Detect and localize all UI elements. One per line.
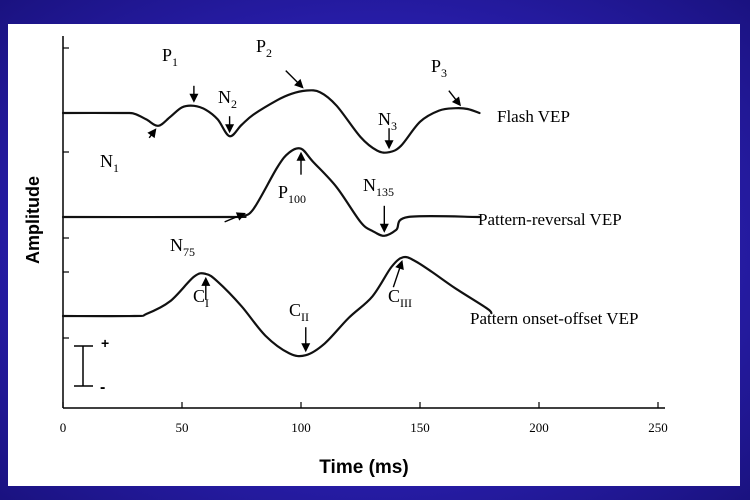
axis-ticks: 0 50 100 150 200 250 bbox=[60, 47, 668, 435]
annotation-arrow-head bbox=[296, 151, 306, 161]
annotation-label: CI bbox=[193, 286, 209, 310]
annotation-arrow-head bbox=[189, 93, 199, 103]
annotation-arrow-shaft bbox=[392, 265, 402, 288]
annotation-arrow-head bbox=[379, 223, 389, 233]
annotation-label: P1 bbox=[162, 45, 178, 69]
x-tick-label-2: 100 bbox=[291, 420, 311, 435]
peak-annotation-1: P1 bbox=[162, 45, 199, 103]
peak-annotation-11: CIII bbox=[388, 260, 412, 310]
annotation-label: P3 bbox=[431, 56, 447, 80]
peak-annotation-10: CII bbox=[289, 300, 311, 353]
trace-2 bbox=[61, 255, 493, 358]
x-tick-label-4: 200 bbox=[529, 420, 549, 435]
annotation-arrow-head bbox=[225, 124, 235, 134]
peak-annotation-0: N1 bbox=[100, 128, 157, 175]
annotation-arrow-head bbox=[235, 212, 246, 221]
chart-axes bbox=[62, 36, 665, 409]
chart-panel bbox=[8, 24, 740, 486]
peak-annotation-4: N3 bbox=[378, 109, 397, 150]
x-tick-label-1: 50 bbox=[176, 420, 189, 435]
annotation-label: N3 bbox=[378, 109, 397, 133]
annotation-label: P2 bbox=[256, 36, 272, 60]
annotation-label: CII bbox=[289, 300, 309, 324]
peak-annotation-5: P3 bbox=[431, 56, 461, 107]
polarity-minus: - bbox=[100, 379, 105, 396]
annotation-arrow-head bbox=[147, 128, 157, 139]
annotation-label: P100 bbox=[278, 182, 306, 206]
annotation-label: N75 bbox=[170, 235, 195, 259]
annotation-label: N1 bbox=[100, 151, 119, 175]
x-tick-label-0: 0 bbox=[60, 420, 67, 435]
peak-annotation-8: N135 bbox=[363, 175, 394, 233]
x-tick-label-5: 250 bbox=[648, 420, 668, 435]
polarity-scale-bar: + - bbox=[74, 335, 109, 396]
annotation-arrow-head bbox=[451, 96, 461, 107]
series-label-2: Pattern onset-offset VEP bbox=[470, 309, 638, 328]
peak-annotations: N1 P1 N2 P2 N3 P3 N75 P100 N135 CI CII CIII bbox=[100, 36, 461, 353]
y-axis-label: Amplitude bbox=[23, 176, 43, 264]
x-tick-label-3: 150 bbox=[410, 420, 430, 435]
series-label-1: Pattern-reversal VEP bbox=[478, 210, 622, 229]
annotation-label: N2 bbox=[218, 87, 237, 111]
annotation-label: N135 bbox=[363, 175, 394, 199]
x-axis-label: Time (ms) bbox=[319, 457, 408, 478]
annotation-label: CIII bbox=[388, 286, 412, 310]
polarity-plus: + bbox=[101, 335, 109, 351]
peak-annotation-3: P2 bbox=[256, 36, 304, 89]
peak-annotation-9: CI bbox=[193, 276, 211, 310]
annotation-arrow-head bbox=[201, 276, 211, 286]
peak-annotation-6: N75 bbox=[170, 212, 246, 259]
series-label-0: Flash VEP bbox=[497, 107, 570, 126]
trace-1 bbox=[61, 147, 481, 237]
traces: Flash VEP Pattern-reversal VEP Pattern ons… bbox=[61, 89, 638, 358]
annotation-arrow-shaft bbox=[285, 70, 300, 85]
trace-0 bbox=[61, 89, 481, 154]
annotation-arrow-head bbox=[301, 343, 311, 353]
annotation-arrow-head bbox=[294, 78, 304, 89]
annotation-arrow-head bbox=[395, 260, 404, 271]
annotation-arrow-head bbox=[384, 140, 394, 150]
